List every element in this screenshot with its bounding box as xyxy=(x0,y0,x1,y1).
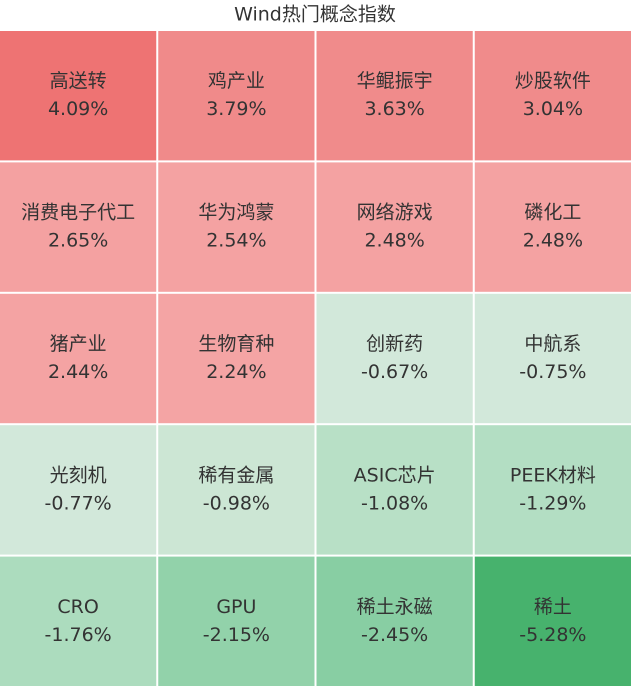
tile-name: 光刻机 xyxy=(50,464,107,486)
tile-value: 2.48% xyxy=(364,230,424,252)
tile-value: -0.77% xyxy=(45,492,112,514)
tile-value: -2.45% xyxy=(361,624,428,646)
tile-value: -2.15% xyxy=(203,624,270,646)
tile-name: GPU xyxy=(216,596,256,618)
tile xyxy=(474,425,631,555)
tile-name: 消费电子代工 xyxy=(21,202,135,224)
tile-value: 2.44% xyxy=(48,361,108,383)
tile-value: 3.79% xyxy=(206,98,266,120)
chart-title: Wind热门概念指数 xyxy=(234,3,396,26)
tile-name: 高送转 xyxy=(50,70,107,92)
tile xyxy=(0,556,157,686)
tile-name: 华鲲振宇 xyxy=(357,70,433,92)
tile xyxy=(0,31,157,161)
tile-name: ASIC芯片 xyxy=(354,464,436,486)
tile xyxy=(316,162,473,292)
tile xyxy=(158,556,315,686)
tile-value: 3.04% xyxy=(523,98,583,120)
tile xyxy=(158,425,315,555)
tile-name: 炒股软件 xyxy=(515,70,591,92)
tile xyxy=(0,425,157,555)
tile xyxy=(158,31,315,161)
tile xyxy=(316,293,473,424)
tile-value: 2.65% xyxy=(48,230,108,252)
tile-name: 稀有金属 xyxy=(198,464,274,486)
tile-name: 稀土永磁 xyxy=(357,596,433,618)
tile-value: 3.63% xyxy=(364,98,424,120)
tile-name: PEEK材料 xyxy=(510,464,596,486)
tile-name: 创新药 xyxy=(366,333,423,355)
tile-name: 鸡产业 xyxy=(208,70,265,92)
tile xyxy=(0,162,157,292)
tile-name: 稀土 xyxy=(534,596,572,618)
tile-name: 网络游戏 xyxy=(357,202,433,224)
tile-value: 2.54% xyxy=(206,230,266,252)
tile xyxy=(158,293,315,424)
tile-value: -1.29% xyxy=(519,492,586,514)
tile xyxy=(0,293,157,424)
tile xyxy=(316,31,473,161)
tile xyxy=(316,425,473,555)
tile-name: 猪产业 xyxy=(50,333,107,355)
tile xyxy=(474,162,631,292)
tile-value: -1.08% xyxy=(361,492,428,514)
tile-value: -0.75% xyxy=(519,361,586,383)
tile xyxy=(158,162,315,292)
tile xyxy=(316,556,473,686)
tile-name: 华为鸿蒙 xyxy=(198,202,274,224)
tile-value: 2.24% xyxy=(206,361,266,383)
tile xyxy=(474,293,631,424)
tile-name: 生物育种 xyxy=(198,333,274,355)
tile xyxy=(474,31,631,161)
tile xyxy=(474,556,631,686)
tile-name: 磷化工 xyxy=(524,202,581,224)
tile-value: -5.28% xyxy=(519,624,586,646)
tile-value: -0.67% xyxy=(361,361,428,383)
tile-value: -0.98% xyxy=(203,492,270,514)
tile-name: 中航系 xyxy=(524,333,581,355)
tile-value: 2.48% xyxy=(523,230,583,252)
tile-value: -1.76% xyxy=(45,624,112,646)
tile-name: CRO xyxy=(57,596,98,618)
tile-value: 4.09% xyxy=(48,98,108,120)
